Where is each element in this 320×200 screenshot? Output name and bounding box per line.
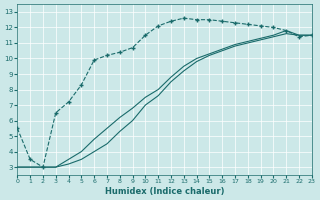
X-axis label: Humidex (Indice chaleur): Humidex (Indice chaleur) [105,187,224,196]
